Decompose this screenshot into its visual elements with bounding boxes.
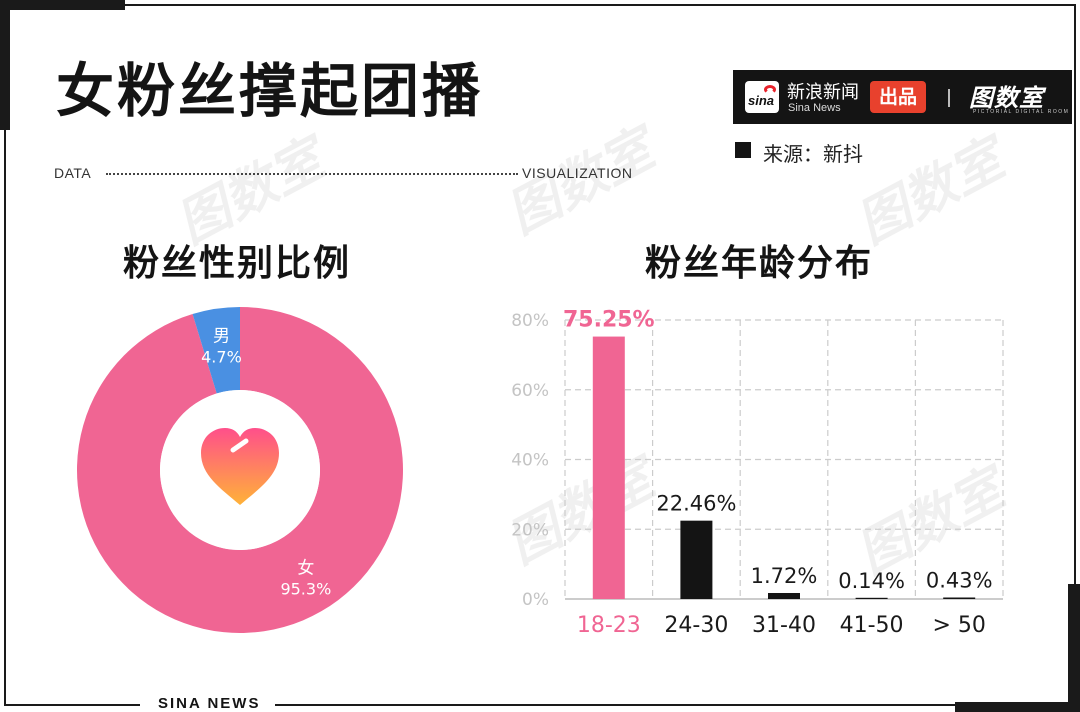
x-tick-label: > 50 (932, 613, 985, 638)
x-tick-label: 24-30 (664, 613, 728, 638)
x-tick-label: 18-23 (577, 613, 641, 638)
corner-decoration-bottom-right (955, 702, 1080, 712)
y-tick-label: 40% (511, 451, 549, 471)
heart-notch (230, 438, 249, 453)
footer-brand: SINA NEWS (158, 695, 261, 712)
corner-decoration-bottom-right-side (1068, 584, 1080, 712)
sina-logo-text: sina (748, 93, 775, 108)
tushuoshi-logo: 图数室 (969, 84, 1044, 112)
bar-50 (943, 597, 976, 599)
brand-banner: sina 新浪新闻 Sina News 出品 图数室 PICTORIAL DIG… (733, 70, 1072, 124)
sina-logo-icon: sina (745, 81, 779, 113)
x-tick-label: 31-40 (752, 613, 816, 638)
dotted-divider (106, 173, 518, 175)
corner-decoration-top-left (0, 0, 125, 10)
frame-line-top (125, 4, 1075, 6)
bar-value-label: 0.14% (838, 569, 905, 593)
bar-value-label: 1.72% (751, 564, 818, 588)
heart-icon (201, 428, 279, 505)
age-bar-chart: 0% 20% 40% 60% 80% 75.25% 22.46% 1.72% 0.14% 0.4… (511, 308, 1004, 638)
bar-24-30 (680, 520, 713, 599)
bar-value-label: 22.46% (656, 492, 736, 516)
gender-donut-chart: 男4.7% 女95.3% (76, 307, 403, 633)
tushuoshi-english: PICTORIAL DIGITAL ROOM (973, 109, 1070, 115)
y-tick-label: 80% (511, 311, 549, 331)
sina-eye-icon (764, 85, 776, 94)
female-value-label: 95.3% (280, 579, 331, 598)
x-tick-label: 41-50 (840, 613, 904, 638)
frame-line-bottom-right (275, 704, 955, 706)
male-value-label: 4.7% (201, 347, 242, 366)
gender-chart-title: 粉丝性别比例 (123, 243, 352, 284)
female-label: 女 (297, 558, 314, 578)
bar-value-label: 0.43% (926, 569, 993, 593)
donut-slice-female (76, 307, 403, 633)
bar-41-50 (855, 597, 888, 599)
data-label: DATA (54, 165, 92, 181)
bar-value-label: 75.25% (563, 308, 655, 333)
male-label: 男 (213, 326, 230, 346)
visualization-label: VISUALIZATION (522, 165, 633, 181)
source-text: 来源：新抖 (763, 142, 863, 166)
age-chart-title: 粉丝年龄分布 (645, 243, 874, 284)
corner-decoration-top-left-side (0, 0, 10, 130)
frame-line-left (4, 130, 6, 706)
frame-line-right (1074, 4, 1076, 584)
frame-line-bottom-left (4, 704, 140, 706)
produced-badge: 出品 (870, 81, 926, 113)
y-tick-label: 0% (522, 590, 549, 610)
sina-news-english: Sina News (788, 102, 841, 114)
brand-separator (948, 89, 950, 107)
page-title: 女粉丝撑起团播 (56, 57, 484, 125)
y-tick-label: 20% (511, 520, 549, 540)
bar-18-23 (592, 336, 625, 599)
sina-news-name: 新浪新闻 (787, 82, 859, 103)
donut-slice-male (192, 307, 240, 394)
source-marker (735, 142, 751, 158)
y-tick-label: 60% (511, 381, 549, 401)
bar-31-40 (768, 593, 800, 599)
